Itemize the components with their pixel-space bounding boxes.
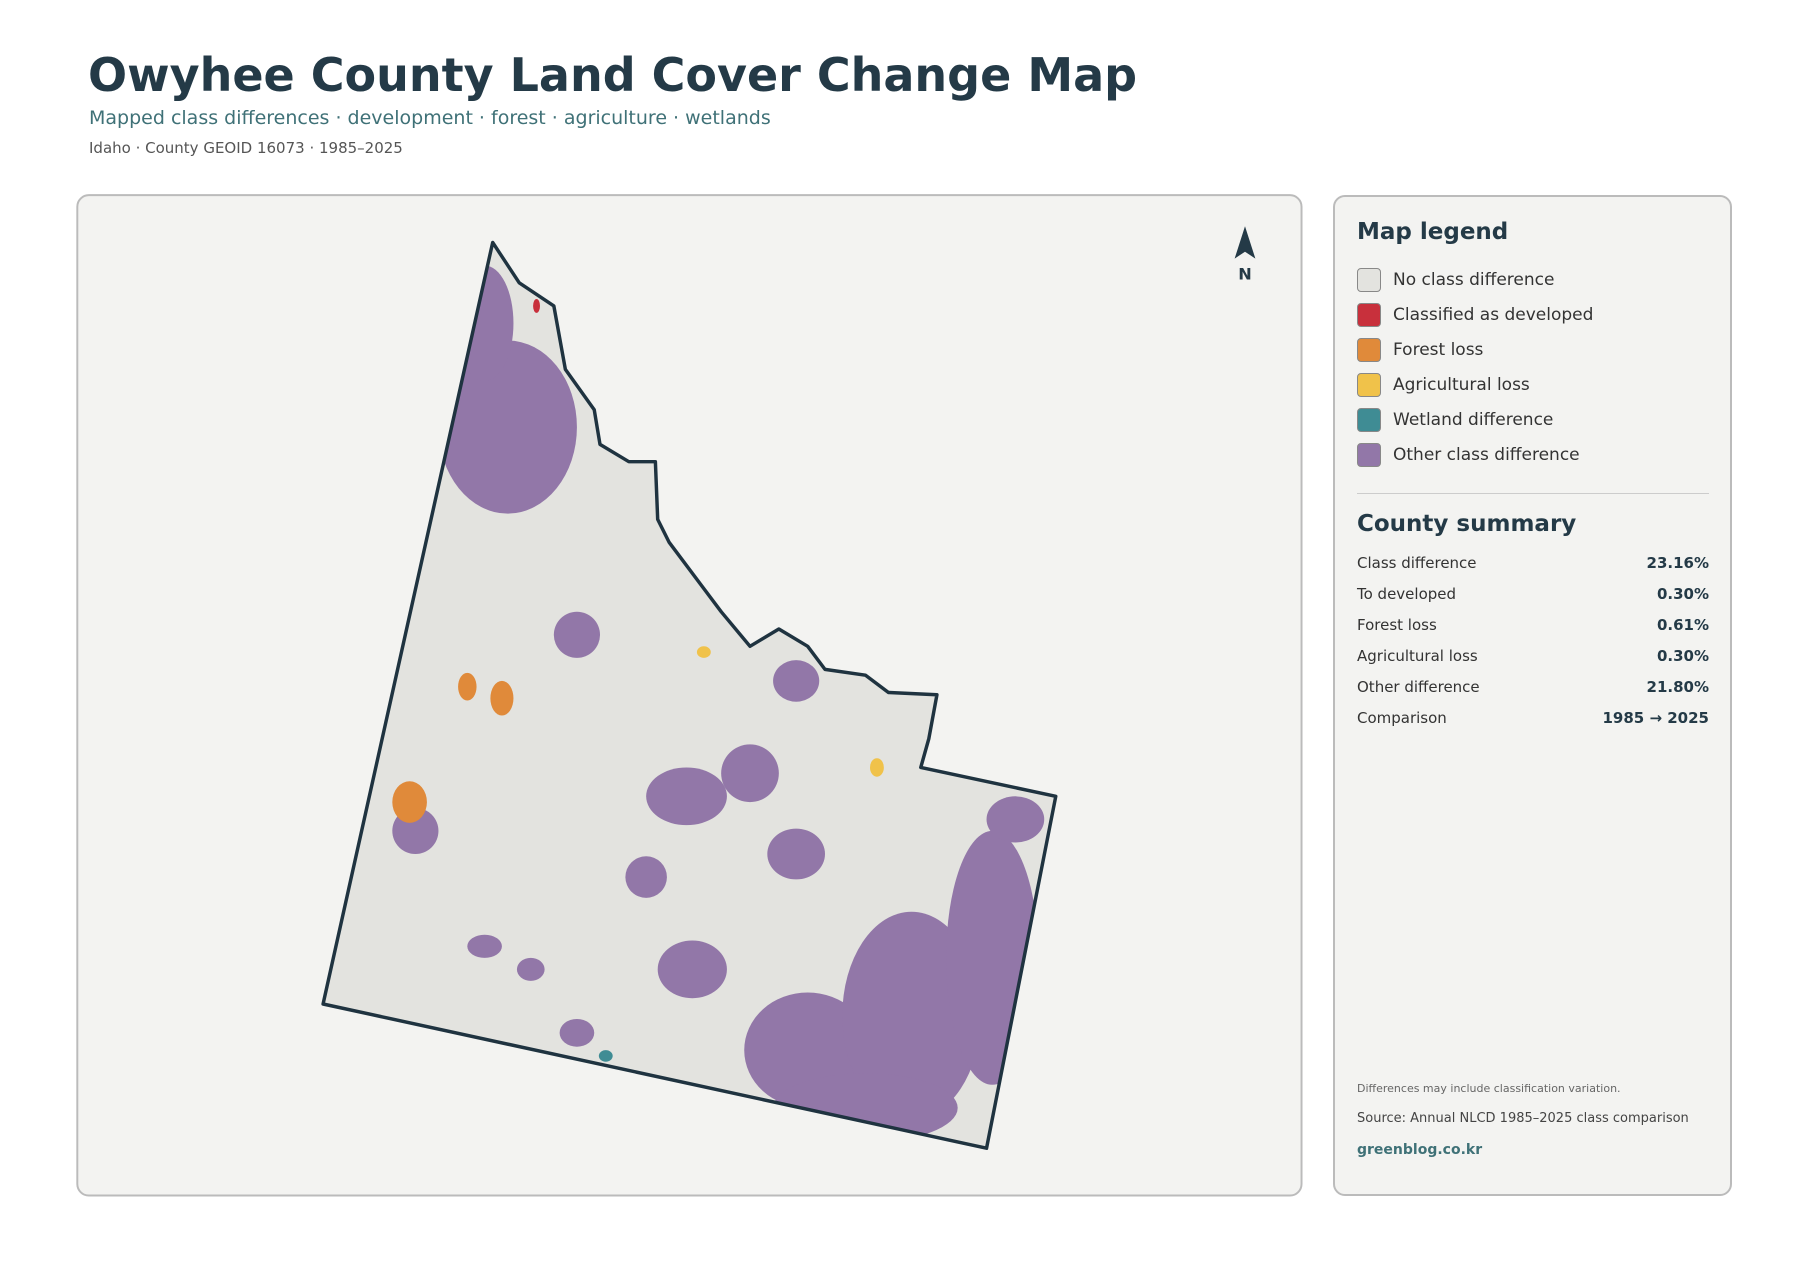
legend-label: No class difference <box>1393 270 1555 290</box>
summary-value: 1985 → 2025 <box>1602 709 1709 727</box>
north-arrow <box>1234 226 1256 259</box>
summary-label: Class difference <box>1357 554 1477 572</box>
summary-value: 0.30% <box>1656 647 1709 665</box>
legend-item: No class difference <box>1357 267 1554 293</box>
legend-item: Classified as developed <box>1357 302 1593 328</box>
legend-item: Wetland difference <box>1357 407 1553 433</box>
legend-swatch <box>1357 303 1381 327</box>
legend-item: Forest loss <box>1357 337 1483 363</box>
summary-row: Other difference 21.80% <box>1357 678 1709 696</box>
legend-title: Map legend <box>1357 219 1509 245</box>
note: Differences may include classification v… <box>1357 1082 1621 1095</box>
legend-label: Classified as developed <box>1393 305 1594 325</box>
legend-item: Agricultural loss <box>1357 372 1530 398</box>
summary-title: County summary <box>1357 511 1577 537</box>
legend-label: Wetland difference <box>1393 410 1554 430</box>
legend-swatch <box>1357 373 1381 397</box>
site-link[interactable]: greenblog.co.kr <box>1357 1142 1483 1158</box>
legend-label: Other class difference <box>1393 445 1580 465</box>
side-panel: Map legend No class difference Classified… <box>1333 195 1732 1196</box>
summary-label: To developed <box>1357 585 1457 603</box>
county-outline <box>321 240 1058 1150</box>
summary-value: 23.16% <box>1646 554 1709 572</box>
legend-label: Agricultural loss <box>1393 375 1530 395</box>
summary-label: Agricultural loss <box>1357 647 1478 665</box>
summary-row: Class difference 23.16% <box>1357 554 1709 572</box>
summary-value: 0.30% <box>1656 585 1709 603</box>
summary-row: Comparison 1985 → 2025 <box>1357 709 1709 727</box>
summary-row: To developed 0.30% <box>1357 585 1709 603</box>
summary-label: Other difference <box>1357 678 1480 696</box>
legend-swatch <box>1357 268 1381 292</box>
summary-label: Comparison <box>1357 709 1447 727</box>
summary-row: Forest loss 0.61% <box>1357 616 1709 634</box>
summary-label: Forest loss <box>1357 616 1437 634</box>
legend-swatch <box>1357 408 1381 432</box>
summary-value: 0.61% <box>1656 616 1709 634</box>
divider <box>1357 493 1709 494</box>
summary-value: 21.80% <box>1646 678 1709 696</box>
change-patches <box>392 265 1045 1143</box>
summary-row: Agricultural loss 0.30% <box>1357 647 1709 665</box>
legend-item: Other class difference <box>1357 442 1580 468</box>
legend-swatch <box>1357 443 1381 467</box>
north-label: N <box>1238 264 1252 283</box>
legend-swatch <box>1357 338 1381 362</box>
legend-label: Forest loss <box>1393 340 1484 360</box>
subtitle: Mapped class differences · development ·… <box>89 107 771 129</box>
meta: Idaho · County GEOID 16073 · 1985–2025 <box>89 139 403 157</box>
source: Source: Annual NLCD 1985–2025 class comp… <box>1357 1111 1689 1126</box>
title: Owyhee County Land Cover Change Map <box>88 48 1138 102</box>
